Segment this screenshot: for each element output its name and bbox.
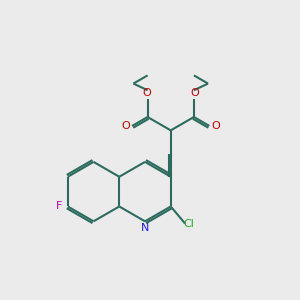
Text: O: O [190, 88, 199, 98]
Text: Cl: Cl [184, 218, 194, 229]
Text: O: O [122, 121, 130, 131]
Text: F: F [56, 202, 62, 212]
Text: O: O [211, 121, 220, 131]
Text: N: N [141, 223, 149, 233]
Text: O: O [142, 88, 152, 98]
